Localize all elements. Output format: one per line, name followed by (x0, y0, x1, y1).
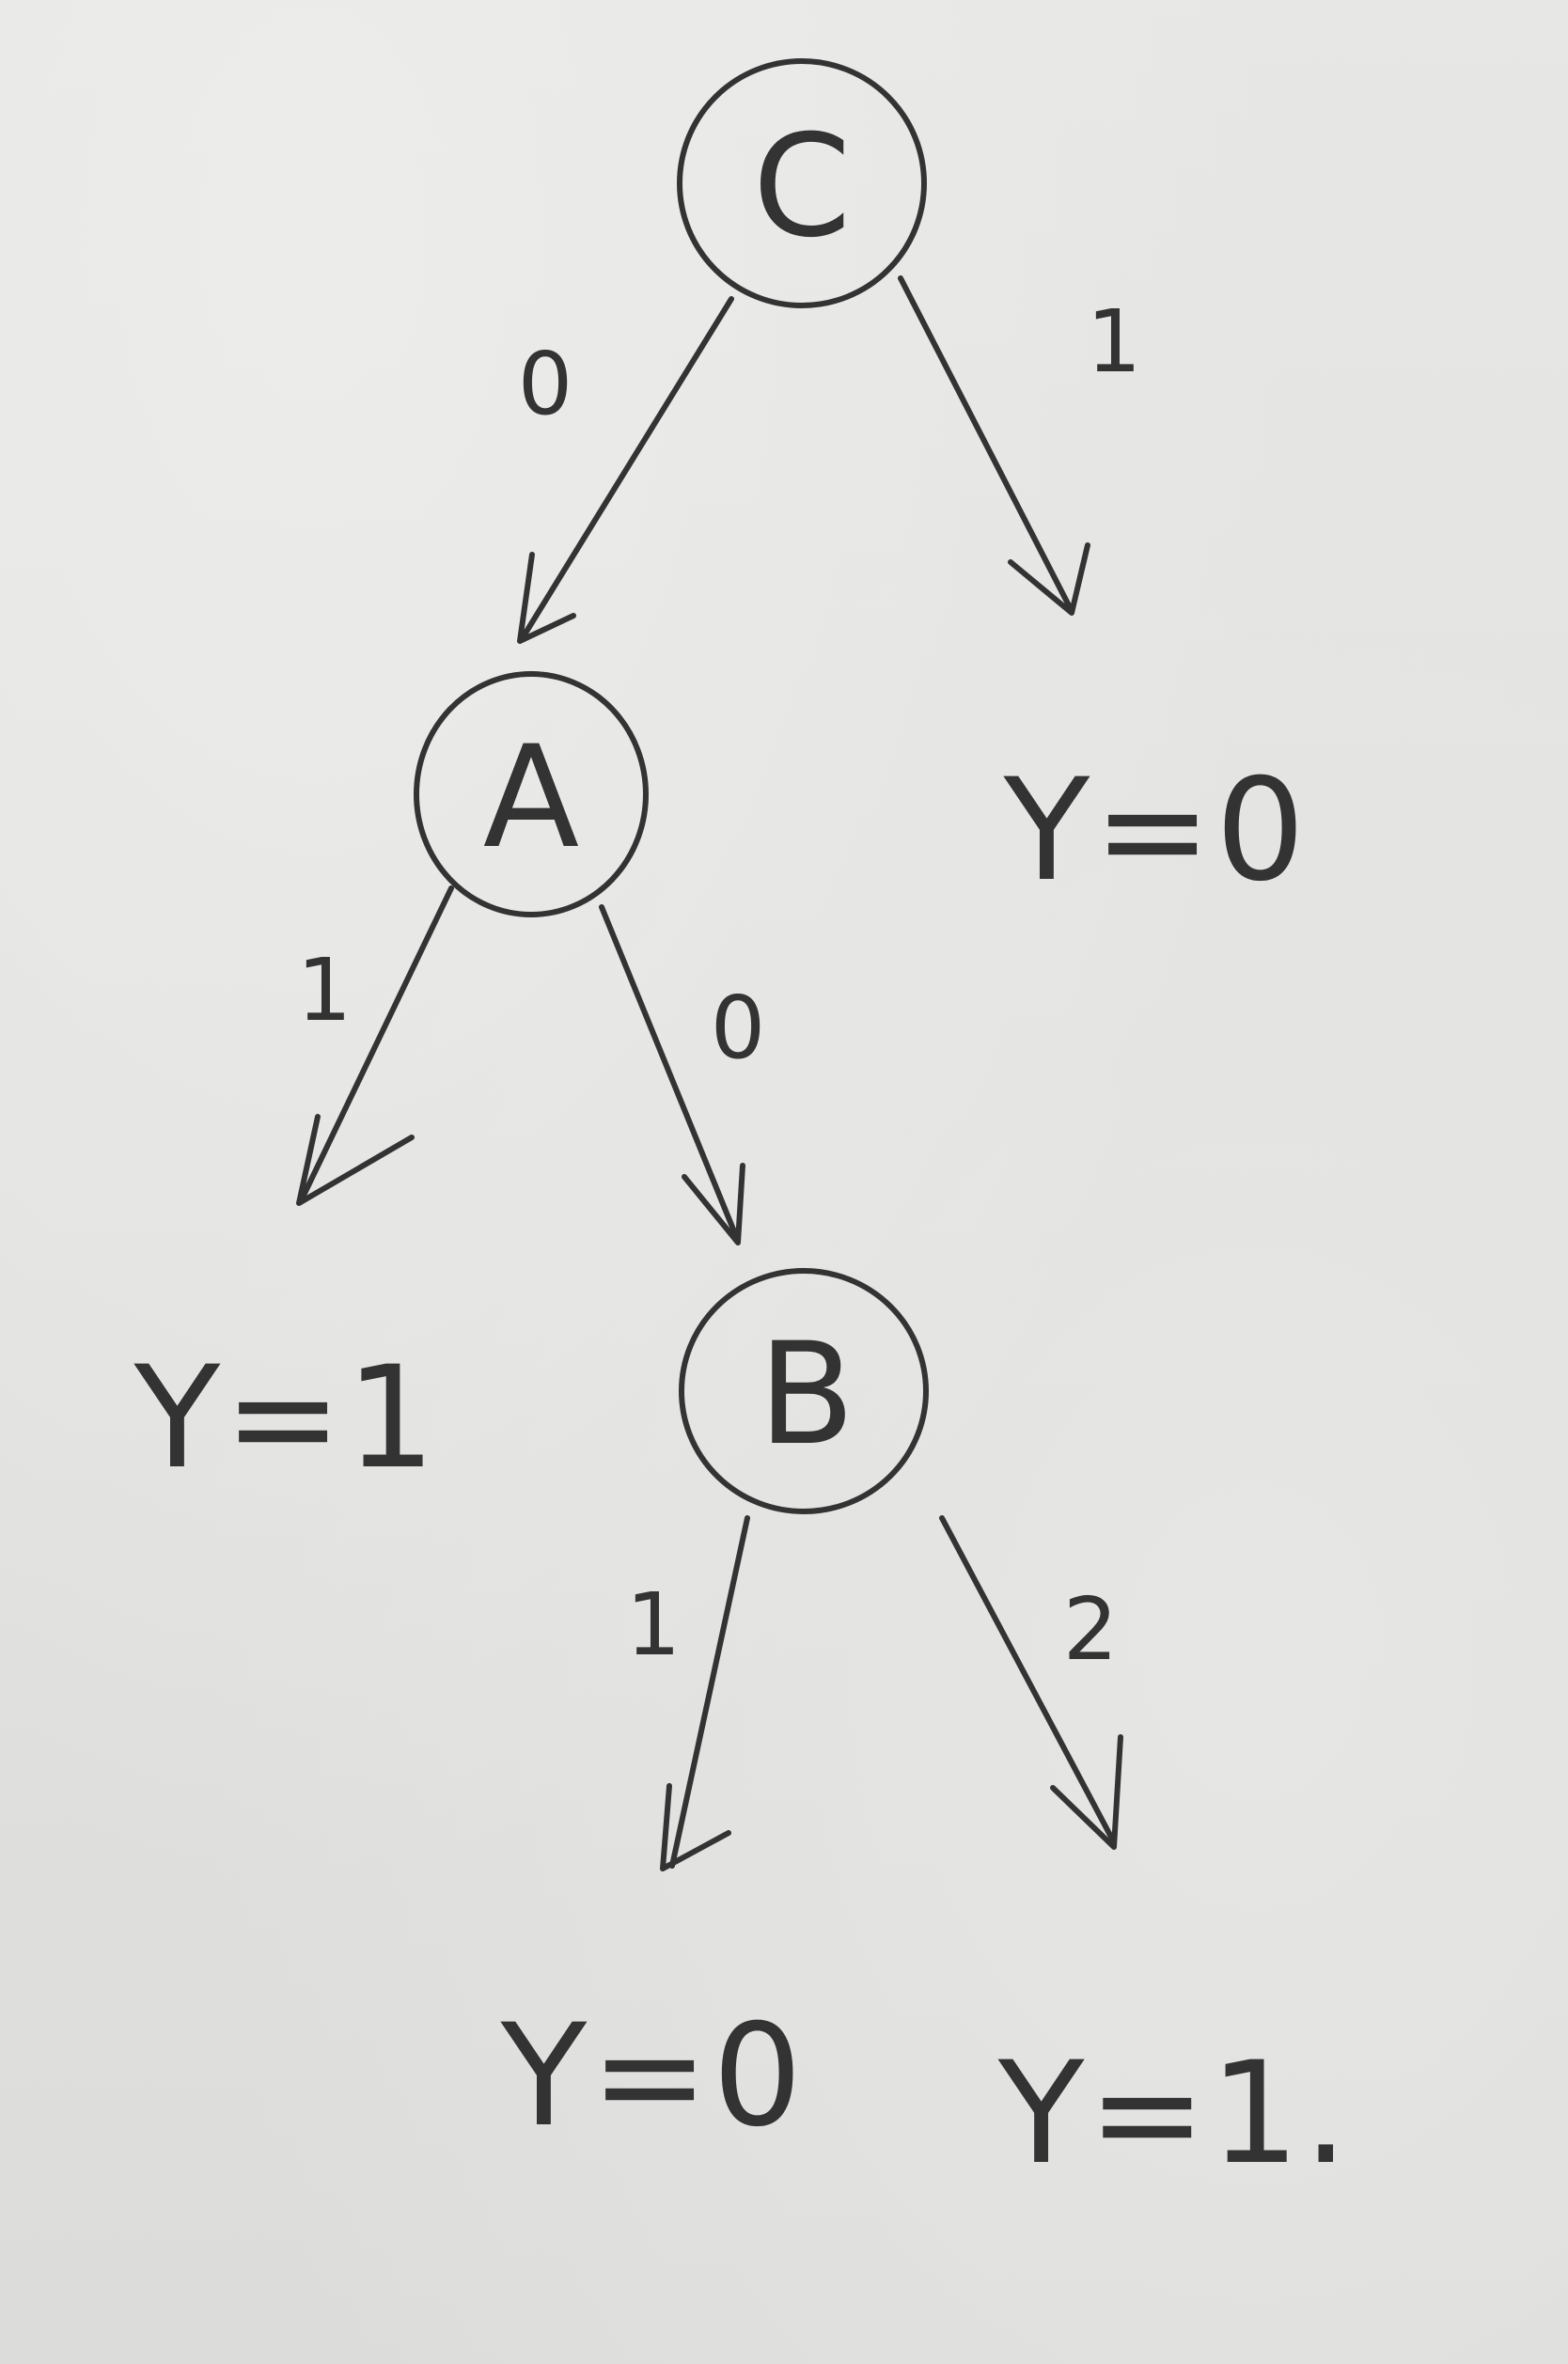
edge-a-to-b: 0 (599, 904, 766, 1245)
edge-a-to-b-arrowhead (682, 1163, 745, 1245)
edge-b-to-leaf1-arrowhead (660, 1783, 731, 1871)
edge-b-to-leaf1: 1 (626, 1515, 750, 1871)
edge-a-to-leaf-arrowhead (296, 1114, 415, 1206)
node-c-label: C (753, 105, 852, 269)
edge-b-to-leaf2-line (939, 1515, 1117, 1845)
edge-b-to-leaf1-label: 1 (626, 1574, 682, 1675)
edge-c-to-leaf-line (898, 275, 1074, 614)
edge-a-to-b-label: 0 (711, 978, 766, 1078)
node-a-label: A (483, 716, 580, 880)
edge-b-to-leaf2: 2 (939, 1515, 1123, 1850)
node-a-circle (414, 671, 649, 917)
leaf-b-right: Y=1. (997, 2032, 1352, 2196)
edge-a-to-leaf: 1 (296, 885, 454, 1206)
node-c-circle (677, 58, 927, 308)
node-c: C (677, 58, 927, 308)
edge-a-to-leaf-label: 1 (297, 940, 353, 1041)
edge-a-to-b-line (599, 904, 741, 1244)
edge-c-to-a-line (519, 296, 734, 642)
edge-c-to-a: 0 (517, 296, 734, 644)
edge-c-to-leaf-arrowhead (1008, 542, 1090, 616)
edge-c-to-a-label: 0 (518, 334, 573, 434)
edge-c-to-leaf: 1 (898, 275, 1142, 616)
edge-b-to-leaf1-line (669, 1515, 750, 1869)
leaf-c-right: Y=0 (1003, 749, 1309, 913)
edge-b-to-leaf2-arrowhead (1050, 1734, 1123, 1850)
leaf-a-left: Y=1 (133, 1337, 440, 1500)
node-b-circle (679, 1268, 929, 1514)
edge-c-to-leaf-label: 1 (1087, 291, 1142, 392)
edge-c-to-a-arrowhead (517, 552, 576, 644)
node-a: A (414, 671, 649, 917)
edge-b-to-leaf2-label: 2 (1063, 1579, 1119, 1680)
node-b-label: B (759, 1313, 855, 1477)
leaf-b-left: Y=0 (500, 1995, 807, 2158)
edge-a-to-leaf-line (298, 885, 454, 1204)
node-b: B (679, 1268, 929, 1514)
